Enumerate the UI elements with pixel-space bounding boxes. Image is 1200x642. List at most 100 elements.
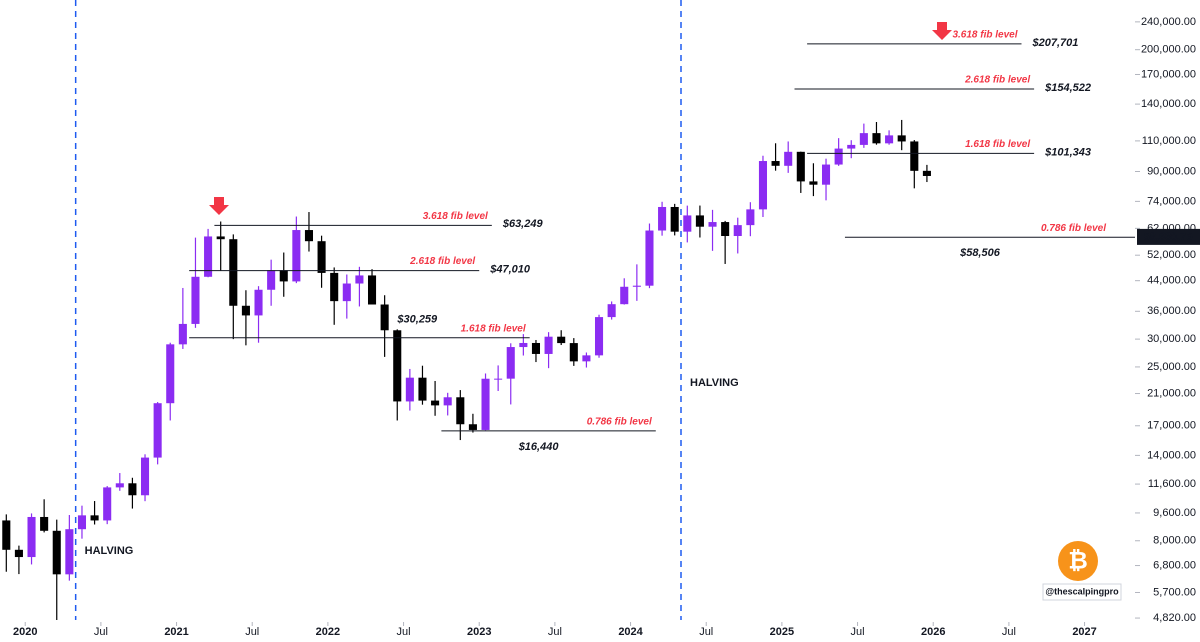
y-tick-label: 21,000.00: [1147, 387, 1196, 399]
candle-body: [821, 164, 831, 185]
candle-body: [910, 141, 919, 171]
candle-body: [897, 135, 906, 142]
candle-body: [834, 148, 843, 165]
fib-price-label: $207,701: [1032, 37, 1079, 49]
candle-body: [695, 215, 704, 227]
watermark-box: [1042, 583, 1122, 601]
plot-area: [2, 0, 931, 620]
fib-label: 0.786 fib level: [1041, 223, 1106, 234]
candle-body: [380, 304, 389, 331]
candle-body: [456, 397, 465, 425]
candle-body: [40, 516, 49, 531]
candle-body: [191, 276, 200, 324]
x-tick-label: 2020: [13, 626, 37, 638]
candle-body: [645, 230, 654, 286]
candle-body: [166, 344, 175, 404]
candle-body: [481, 378, 490, 430]
candle-body: [292, 230, 301, 282]
candle-body: [229, 239, 238, 306]
candle-body: [632, 285, 641, 287]
candle-body: [52, 530, 61, 575]
y-tick-label: 140,000.00: [1141, 98, 1196, 110]
candle-body: [128, 483, 137, 496]
x-tick-label: Jul: [548, 626, 562, 638]
candle-body: [216, 236, 225, 240]
candle-body: [405, 377, 414, 402]
candle-body: [885, 135, 894, 144]
x-tick-label: 2021: [164, 626, 188, 638]
x-tick-label: Jul: [245, 626, 259, 638]
candle-body: [254, 289, 263, 316]
candle-body: [342, 283, 351, 302]
candle-body: [658, 206, 667, 231]
candle-body: [557, 336, 566, 344]
fib-label: 3.618 fib level: [952, 30, 1017, 41]
fib-price-label: $58,506: [959, 247, 1001, 259]
candle-body: [620, 286, 629, 305]
y-tick-label: 52,000.00: [1147, 249, 1196, 261]
candle-body: [809, 181, 818, 185]
candle-body: [531, 342, 541, 354]
x-tick-label: Jul: [851, 626, 865, 638]
fib-label: 1.618 fib level: [461, 323, 526, 334]
candle-body: [367, 275, 377, 305]
candle-body: [922, 170, 931, 176]
candle-body: [733, 225, 742, 237]
candle-body: [594, 317, 604, 356]
candle-body: [607, 304, 616, 318]
halving-label: HALVING: [690, 377, 739, 389]
candle-body: [758, 161, 768, 210]
bitcoin-logo: [1058, 541, 1098, 581]
arrow-down: [209, 197, 229, 215]
x-tick-label: 2023: [467, 626, 491, 638]
x-tick-label: 2026: [921, 626, 945, 638]
fib-label: 2.618 fib level: [964, 75, 1030, 86]
candle-body: [796, 151, 805, 182]
halving-label: HALVING: [85, 545, 134, 557]
fib-label: 2.618 fib level: [409, 256, 475, 267]
axes: 240,000.00 200,000.00 170,000.00 140,000.00…: [13, 16, 1200, 638]
price-tag-label: 58,630.75: [1144, 231, 1193, 243]
candle-body: [115, 483, 124, 488]
candle-body: [506, 347, 515, 379]
y-tick-label: 74,000.00: [1147, 195, 1196, 207]
candle-body: [153, 403, 162, 458]
fib-label: 0.786 fib level: [587, 417, 652, 428]
y-tick-label: 4,820.00: [1153, 612, 1196, 624]
candle-body: [241, 305, 250, 316]
candle-body: [670, 206, 679, 232]
candle-body: [393, 330, 402, 402]
fib-price-label: $101,343: [1044, 146, 1091, 158]
candle-body: [355, 275, 364, 284]
fib-price-label: $16,440: [518, 441, 560, 453]
x-tick-label: Jul: [1002, 626, 1016, 638]
x-tick-label: 2022: [316, 626, 340, 638]
fib-price-label: $63,249: [502, 218, 544, 230]
y-tick-label: 170,000.00: [1141, 68, 1196, 80]
candle-body: [784, 151, 793, 166]
candle-body: [90, 515, 99, 521]
candle-body: [544, 336, 553, 354]
fib-price-label: $47,010: [489, 263, 531, 275]
y-tick-label: 44,000.00: [1147, 275, 1196, 287]
candle-body: [847, 144, 856, 149]
candle-body: [431, 400, 440, 406]
candle-body: [746, 209, 755, 226]
candle-body: [317, 241, 326, 273]
y-tick-label: 30,000.00: [1147, 333, 1196, 345]
y-tick-label: 25,000.00: [1147, 361, 1196, 373]
fib-label: 1.618 fib level: [965, 139, 1030, 150]
x-tick-label: Jul: [699, 626, 713, 638]
y-tick-label: 17,000.00: [1147, 420, 1196, 432]
candle-body: [267, 270, 276, 290]
x-tick-label: 2024: [618, 626, 643, 638]
arrow-down: [932, 22, 952, 40]
bitcoin-logo-icon: ₿: [1068, 547, 1088, 574]
price-tag: [1137, 228, 1200, 245]
annotations: HALVING HALVING 3.618 fib level $63,249 2.61…: [85, 30, 1135, 601]
candle-body: [330, 272, 339, 302]
candle-body: [27, 516, 36, 558]
candle-body: [721, 222, 730, 237]
fib-price-label: $154,522: [1044, 82, 1091, 94]
x-tick-label: Jul: [397, 626, 411, 638]
